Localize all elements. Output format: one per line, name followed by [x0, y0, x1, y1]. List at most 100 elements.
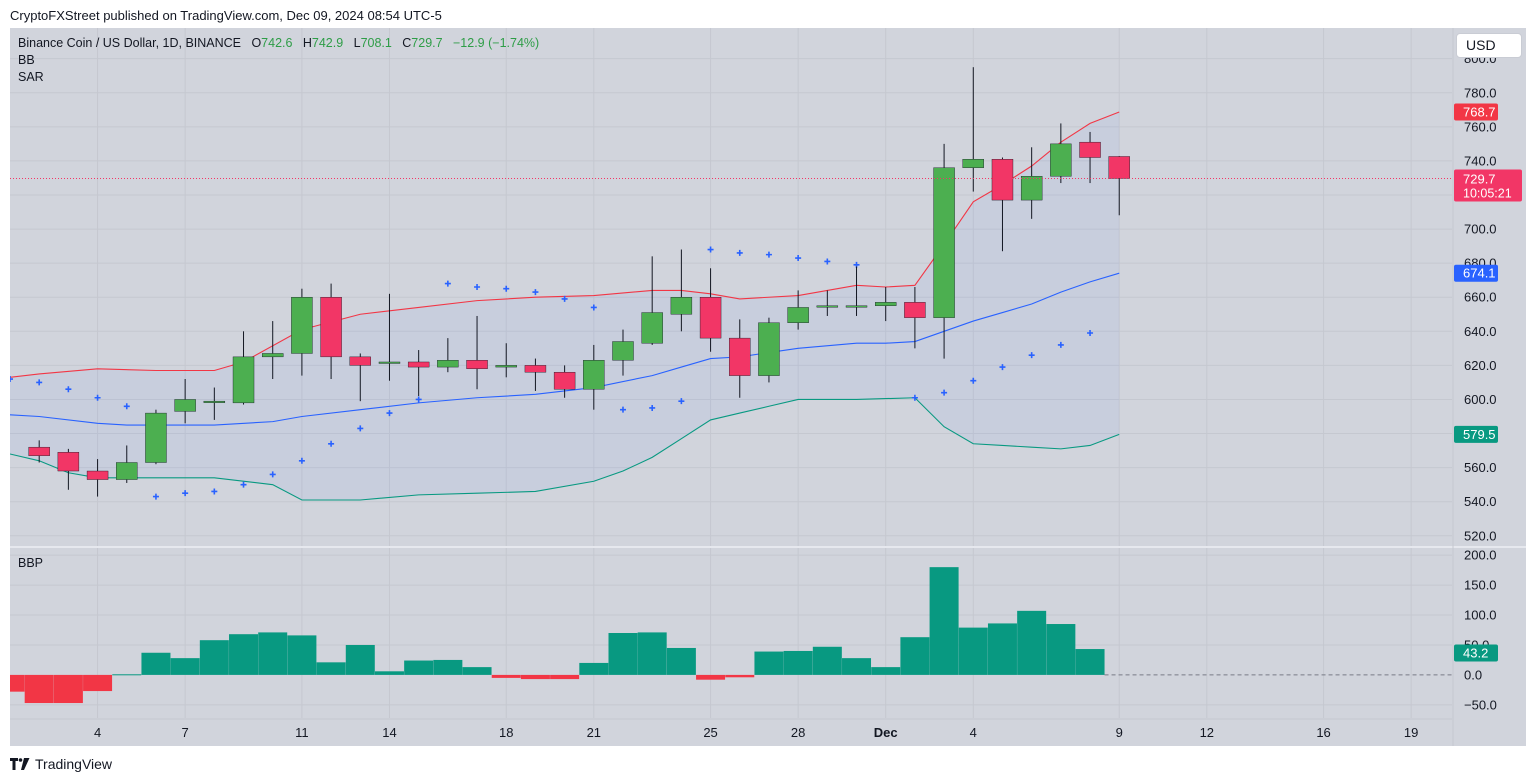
candle-body: [232, 356, 255, 404]
bbp-tick-label: −50.0: [1464, 697, 1497, 712]
time-tick-label: 4: [970, 725, 977, 740]
candle-body: [845, 305, 868, 308]
bbp-bar: [258, 632, 288, 675]
candle-body: [816, 305, 839, 308]
sar-dot: [532, 289, 539, 296]
candle-body: [116, 462, 138, 480]
bbp-last-label: 43.2: [1463, 646, 1488, 661]
sar-dot: [941, 389, 948, 396]
bbp-bar: [754, 651, 784, 675]
candle-body: [57, 452, 80, 472]
bbp-histogram: [10, 567, 1452, 704]
price-tick-label: 520.0: [1464, 528, 1497, 543]
sar-dot: [94, 394, 101, 401]
bb-lower-label-box: [1454, 425, 1498, 443]
bb-basis-label: 674.1: [1463, 266, 1496, 281]
price-tick-label: 660.0: [1464, 290, 1497, 305]
sar-dot: [503, 285, 510, 292]
bbp-tick-label: 0.0: [1464, 667, 1482, 682]
sar-dot: [269, 471, 276, 478]
bbp-bar: [316, 662, 346, 675]
bb-indicator-legend[interactable]: BB: [18, 53, 35, 67]
bbp-bar: [783, 650, 813, 675]
candle-body: [787, 307, 809, 323]
candle-body: [262, 353, 284, 358]
sar-dot: [911, 394, 918, 401]
last-price-label: 729.7: [1463, 171, 1496, 186]
currency-button[interactable]: USD: [1456, 33, 1522, 58]
candle-body: [174, 399, 196, 412]
bbp-bar: [170, 658, 200, 675]
sar-dot: [1057, 341, 1064, 348]
bbp-bar: [199, 640, 229, 675]
time-tick-label: 21: [587, 725, 601, 740]
bbp-last-label-box: [1454, 644, 1498, 662]
candle-body: [466, 360, 488, 369]
bbp-bar: [24, 674, 54, 704]
open-label: O: [251, 36, 262, 50]
bbp-indicator-legend[interactable]: BBP: [18, 556, 44, 570]
candle-body: [670, 297, 693, 315]
sar-dot: [970, 377, 977, 384]
time-tick-label: 9: [1116, 725, 1123, 740]
candle-body: [86, 470, 109, 480]
bbp-bar: [1046, 624, 1076, 675]
tradingview-footer[interactable]: TradingView: [10, 756, 112, 772]
sar-dot: [328, 440, 335, 447]
bbp-bar: [374, 671, 404, 675]
candle-body: [962, 159, 984, 168]
price-tick-label: 700.0: [1464, 222, 1497, 237]
sar-dot: [561, 295, 568, 302]
bb-basis-label-box: [1454, 264, 1498, 282]
bbp-bar: [900, 637, 930, 675]
bbp-bar: [987, 623, 1017, 675]
low-value: 708.1: [360, 36, 392, 50]
bbp-bar: [287, 635, 317, 675]
candle-body: [524, 365, 547, 373]
bbp-tick-label: 100.0: [1464, 608, 1497, 623]
bbp-bar: [53, 674, 83, 704]
price-tick-label: 540.0: [1464, 494, 1497, 509]
time-tick-label: 11: [295, 725, 309, 740]
chart-frame[interactable]: 520.0540.0560.0580.0600.0620.0640.0660.0…: [10, 28, 1526, 746]
sar-dot: [298, 457, 305, 464]
time-tick-label: 25: [703, 725, 717, 740]
sar-dot: [649, 404, 656, 411]
change-value: −12.9 (−1.74%): [453, 36, 540, 50]
chart-canvas[interactable]: 520.0540.0560.0580.0600.0620.0640.0660.0…: [10, 28, 1526, 746]
time-tick-label: 12: [1200, 725, 1214, 740]
price-tick-label: 560.0: [1464, 460, 1497, 475]
sar-dot: [999, 364, 1006, 371]
bbp-bar: [579, 662, 609, 675]
bollinger-bands: [10, 111, 1120, 501]
candle-body: [320, 297, 342, 358]
sar-dot: [123, 403, 130, 410]
sar-dot: [765, 251, 772, 258]
sar-dot: [357, 425, 364, 432]
bbp-bar: [345, 644, 375, 675]
bbp-bar: [958, 627, 988, 675]
candle-body: [349, 356, 371, 366]
parabolic-sar: [10, 246, 1094, 500]
sar-indicator-legend[interactable]: SAR: [18, 70, 44, 84]
price-tick-label: 780.0: [1464, 85, 1497, 100]
candle-body: [699, 297, 722, 339]
symbol-title: Binance Coin / US Dollar, 1D, BINANCE: [18, 36, 242, 50]
bbp-bar: [637, 632, 667, 675]
bbp-bar: [608, 633, 638, 675]
bb-lower-line: [10, 397, 1120, 501]
bb-lower-label: 579.5: [1463, 427, 1496, 442]
close-value: 729.7: [411, 36, 443, 50]
publisher-header: CryptoFXStreet published on TradingView.…: [10, 8, 442, 23]
symbol-legend[interactable]: Binance Coin / US Dollar, 1D, BINANCE O 7…: [18, 36, 539, 50]
candle-body: [1108, 156, 1130, 179]
sar-dot: [795, 255, 802, 262]
bbp-bar: [433, 659, 463, 675]
bbp-bar: [1075, 649, 1105, 675]
bbp-bar: [696, 674, 726, 680]
bbp-bar: [1017, 610, 1047, 675]
candle-body: [145, 412, 167, 463]
sar-dot: [1087, 330, 1094, 337]
bb-basis-line: [10, 272, 1120, 426]
last-price-label-box: [1454, 169, 1522, 202]
